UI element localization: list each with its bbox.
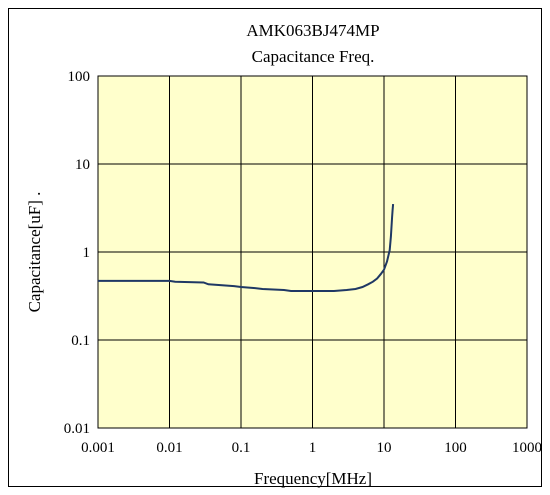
x-axis-label: Frequency[MHz] — [254, 469, 372, 488]
x-tick-labels: 0.001 0.01 0.1 1 10 100 1000 — [81, 440, 542, 456]
chart-subtitle: Capacitance Freq. — [252, 47, 375, 66]
y-gridlines — [98, 75, 527, 429]
x-tick-label: 100 — [444, 440, 467, 456]
chart-title: AMK063BJ474MP — [246, 21, 379, 40]
y-tick-label: 10 — [75, 157, 90, 173]
x-tick-label: 1000 — [512, 440, 542, 456]
x-tick-label: 0.01 — [156, 440, 182, 456]
x-tick-label: 1 — [309, 440, 317, 456]
y-tick-label: 100 — [68, 69, 91, 85]
x-tick-label: 10 — [377, 440, 392, 456]
y-tick-label: 0.1 — [71, 333, 90, 349]
x-tick-label: 0.1 — [232, 440, 251, 456]
y-axis-label: Capacitance[uF] . — [25, 192, 44, 313]
y-tick-label: 1 — [83, 245, 91, 261]
x-tick-label: 0.001 — [81, 440, 115, 456]
y-tick-labels: 0.01 0.1 1 10 100 — [64, 69, 90, 437]
series-line — [98, 204, 395, 292]
y-tick-label: 0.01 — [64, 421, 90, 437]
